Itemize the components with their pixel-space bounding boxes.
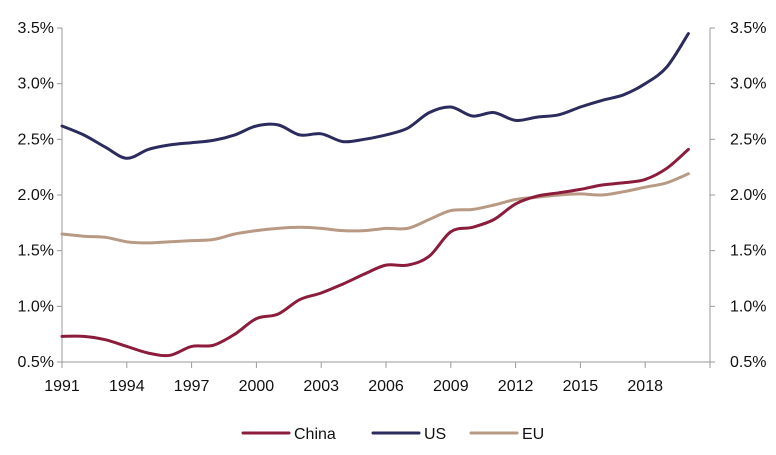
y-tick-label-left: 2.0% bbox=[18, 187, 54, 204]
x-tick-label: 2006 bbox=[368, 378, 404, 395]
y-tick-label-left: 0.5% bbox=[18, 354, 54, 371]
y-tick-label-left: 1.5% bbox=[18, 243, 54, 260]
x-tick-label: 2015 bbox=[563, 378, 599, 395]
y-tick-label-right: 1.5% bbox=[730, 243, 766, 260]
y-tick-label-right: 3.5% bbox=[730, 20, 766, 37]
series-lines bbox=[60, 32, 690, 358]
y-tick-label-right: 2.0% bbox=[730, 187, 766, 204]
series-line-eu bbox=[60, 172, 690, 245]
y-tick-label-right: 2.5% bbox=[730, 131, 766, 148]
x-tick-label: 1994 bbox=[109, 378, 145, 395]
y-tick-label-left: 3.5% bbox=[18, 20, 54, 37]
x-tick-label: 2000 bbox=[239, 378, 275, 395]
y-tick-label-right: 1.0% bbox=[730, 298, 766, 315]
series-line-china bbox=[60, 147, 690, 358]
y-tick-label-left: 3.0% bbox=[18, 76, 54, 93]
ticks: 0.5% 1.0% 1.5% 2.0% 2.5% 3.0% 3.5% 0.5% 1.0% 1.5%… bbox=[18, 20, 767, 395]
x-tick-label: 2012 bbox=[498, 378, 534, 395]
y-tick-label-right: 3.0% bbox=[730, 76, 766, 93]
x-tick-label: 2003 bbox=[303, 378, 339, 395]
y-tick-label-left: 1.0% bbox=[18, 298, 54, 315]
legend-label-china: China bbox=[294, 426, 336, 443]
y-tick-label-left: 2.5% bbox=[18, 131, 54, 148]
x-tick-label: 1991 bbox=[44, 378, 80, 395]
series-line-us bbox=[60, 32, 690, 160]
x-tick-label: 2009 bbox=[433, 378, 469, 395]
x-tick-label: 2018 bbox=[627, 378, 663, 395]
y-tick-label-right: 0.5% bbox=[730, 354, 766, 371]
legend-label-eu: EU bbox=[522, 426, 544, 443]
legend-label-us: US bbox=[424, 426, 446, 443]
legend: China US EU bbox=[241, 426, 544, 443]
x-tick-label: 1997 bbox=[174, 378, 210, 395]
